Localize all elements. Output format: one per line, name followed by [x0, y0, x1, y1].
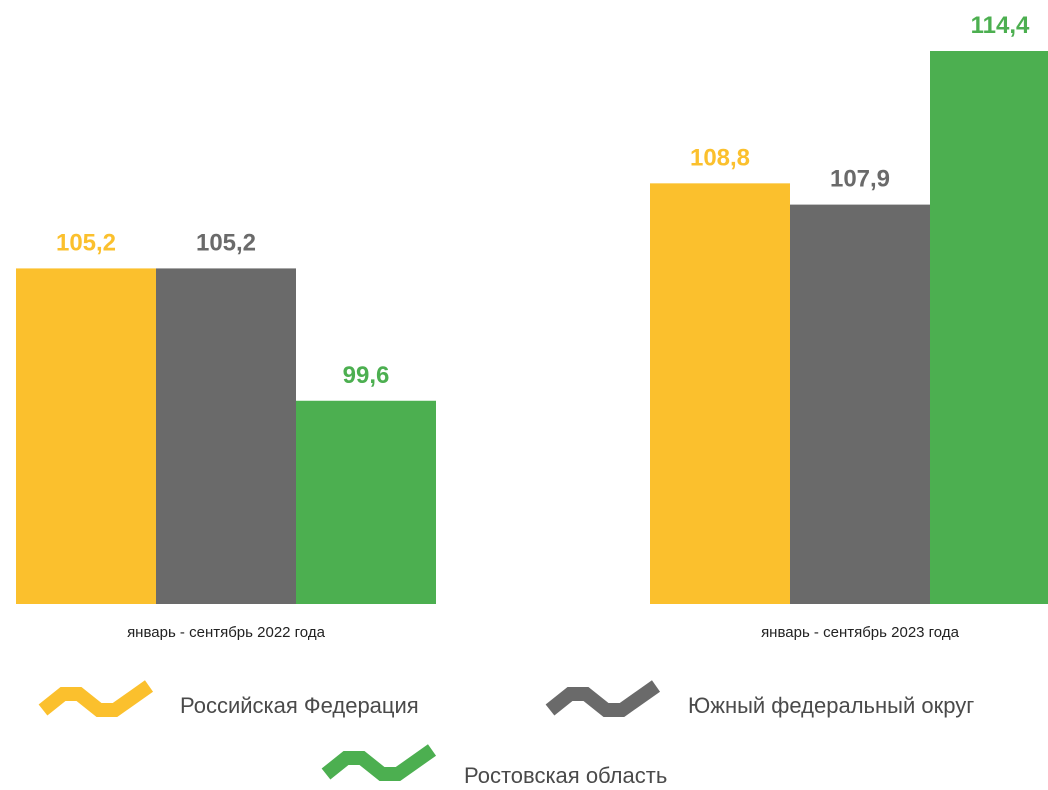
legend-label: Ростовская область	[464, 763, 667, 788]
legend-label: Российская Федерация	[180, 693, 419, 718]
data-label-2-3: 114,4	[971, 12, 1030, 39]
data-label-2-2: 107,9	[830, 166, 890, 193]
bar-2-2	[790, 204, 930, 604]
bar-1-2	[156, 268, 296, 604]
bar-1-1	[16, 268, 156, 604]
bar-2-3	[930, 51, 1048, 604]
data-label-1-1: 105,2	[56, 229, 116, 256]
bar-1-3	[296, 400, 436, 604]
data-label-1-3: 99,6	[343, 362, 390, 389]
plot-area: 105,2 105,2 99,6 январь - сентябрь 2022 год…	[16, 12, 1048, 641]
legend-item-3: Ростовская область	[321, 744, 667, 788]
data-label-1-2: 105,2	[196, 229, 256, 256]
legend-label: Южный федеральный округ	[688, 693, 974, 718]
legend-chevron-icon	[38, 680, 154, 717]
category-label-1: январь - сентябрь 2022 года	[127, 624, 326, 641]
category-label-2: январь - сентябрь 2023 года	[761, 624, 960, 641]
bar-2-1	[650, 183, 790, 605]
legend: Российская Федерация Южный федеральный ок…	[38, 680, 974, 788]
legend-item-2: Южный федеральный округ	[545, 680, 974, 718]
data-label-2-1: 108,8	[690, 144, 750, 171]
legend-chevron-icon	[321, 744, 437, 781]
legend-chevron-icon	[545, 680, 661, 717]
legend-item-1: Российская Федерация	[38, 680, 419, 718]
